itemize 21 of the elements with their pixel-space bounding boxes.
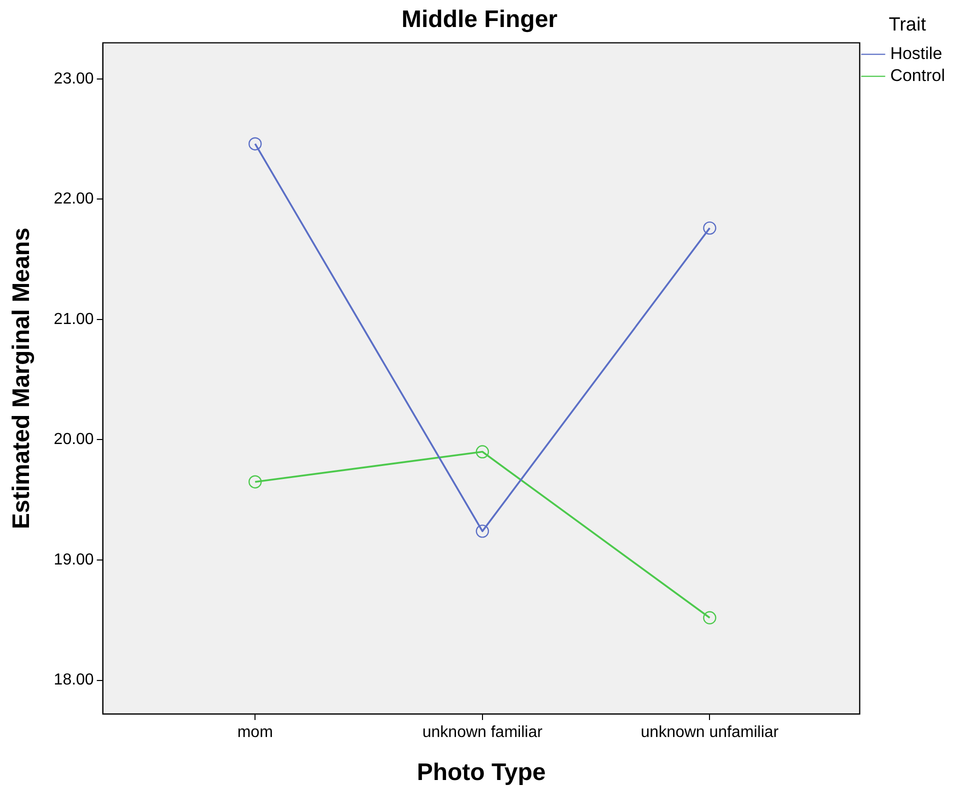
legend-label: Control	[890, 66, 946, 85]
x-tick-label: unknown familiar	[422, 724, 544, 742]
point	[248, 475, 262, 488]
chart-title: Middle Finger	[402, 6, 558, 34]
y-axis-title: Estimated Marginal Means	[8, 228, 36, 530]
point	[703, 221, 716, 235]
point	[703, 611, 716, 624]
x-axis-title: Photo Type	[416, 759, 546, 786]
y-tick-label: 20.00	[54, 431, 94, 448]
x-tick-label: mom	[237, 724, 273, 742]
y-tick-label: 18.00	[54, 672, 94, 689]
y-tick-label: 22.00	[54, 190, 94, 208]
point	[476, 524, 490, 538]
y-tick-label: 23.00	[54, 70, 94, 88]
legend-label: Hostile	[890, 44, 942, 63]
x-tick-label: unknown unfamiliar	[640, 724, 780, 742]
point	[476, 445, 490, 458]
y-tick-label: 19.00	[54, 551, 94, 568]
legend-title: Trait	[888, 14, 927, 36]
y-tick-label: 21.00	[54, 310, 94, 328]
point	[248, 137, 262, 150]
